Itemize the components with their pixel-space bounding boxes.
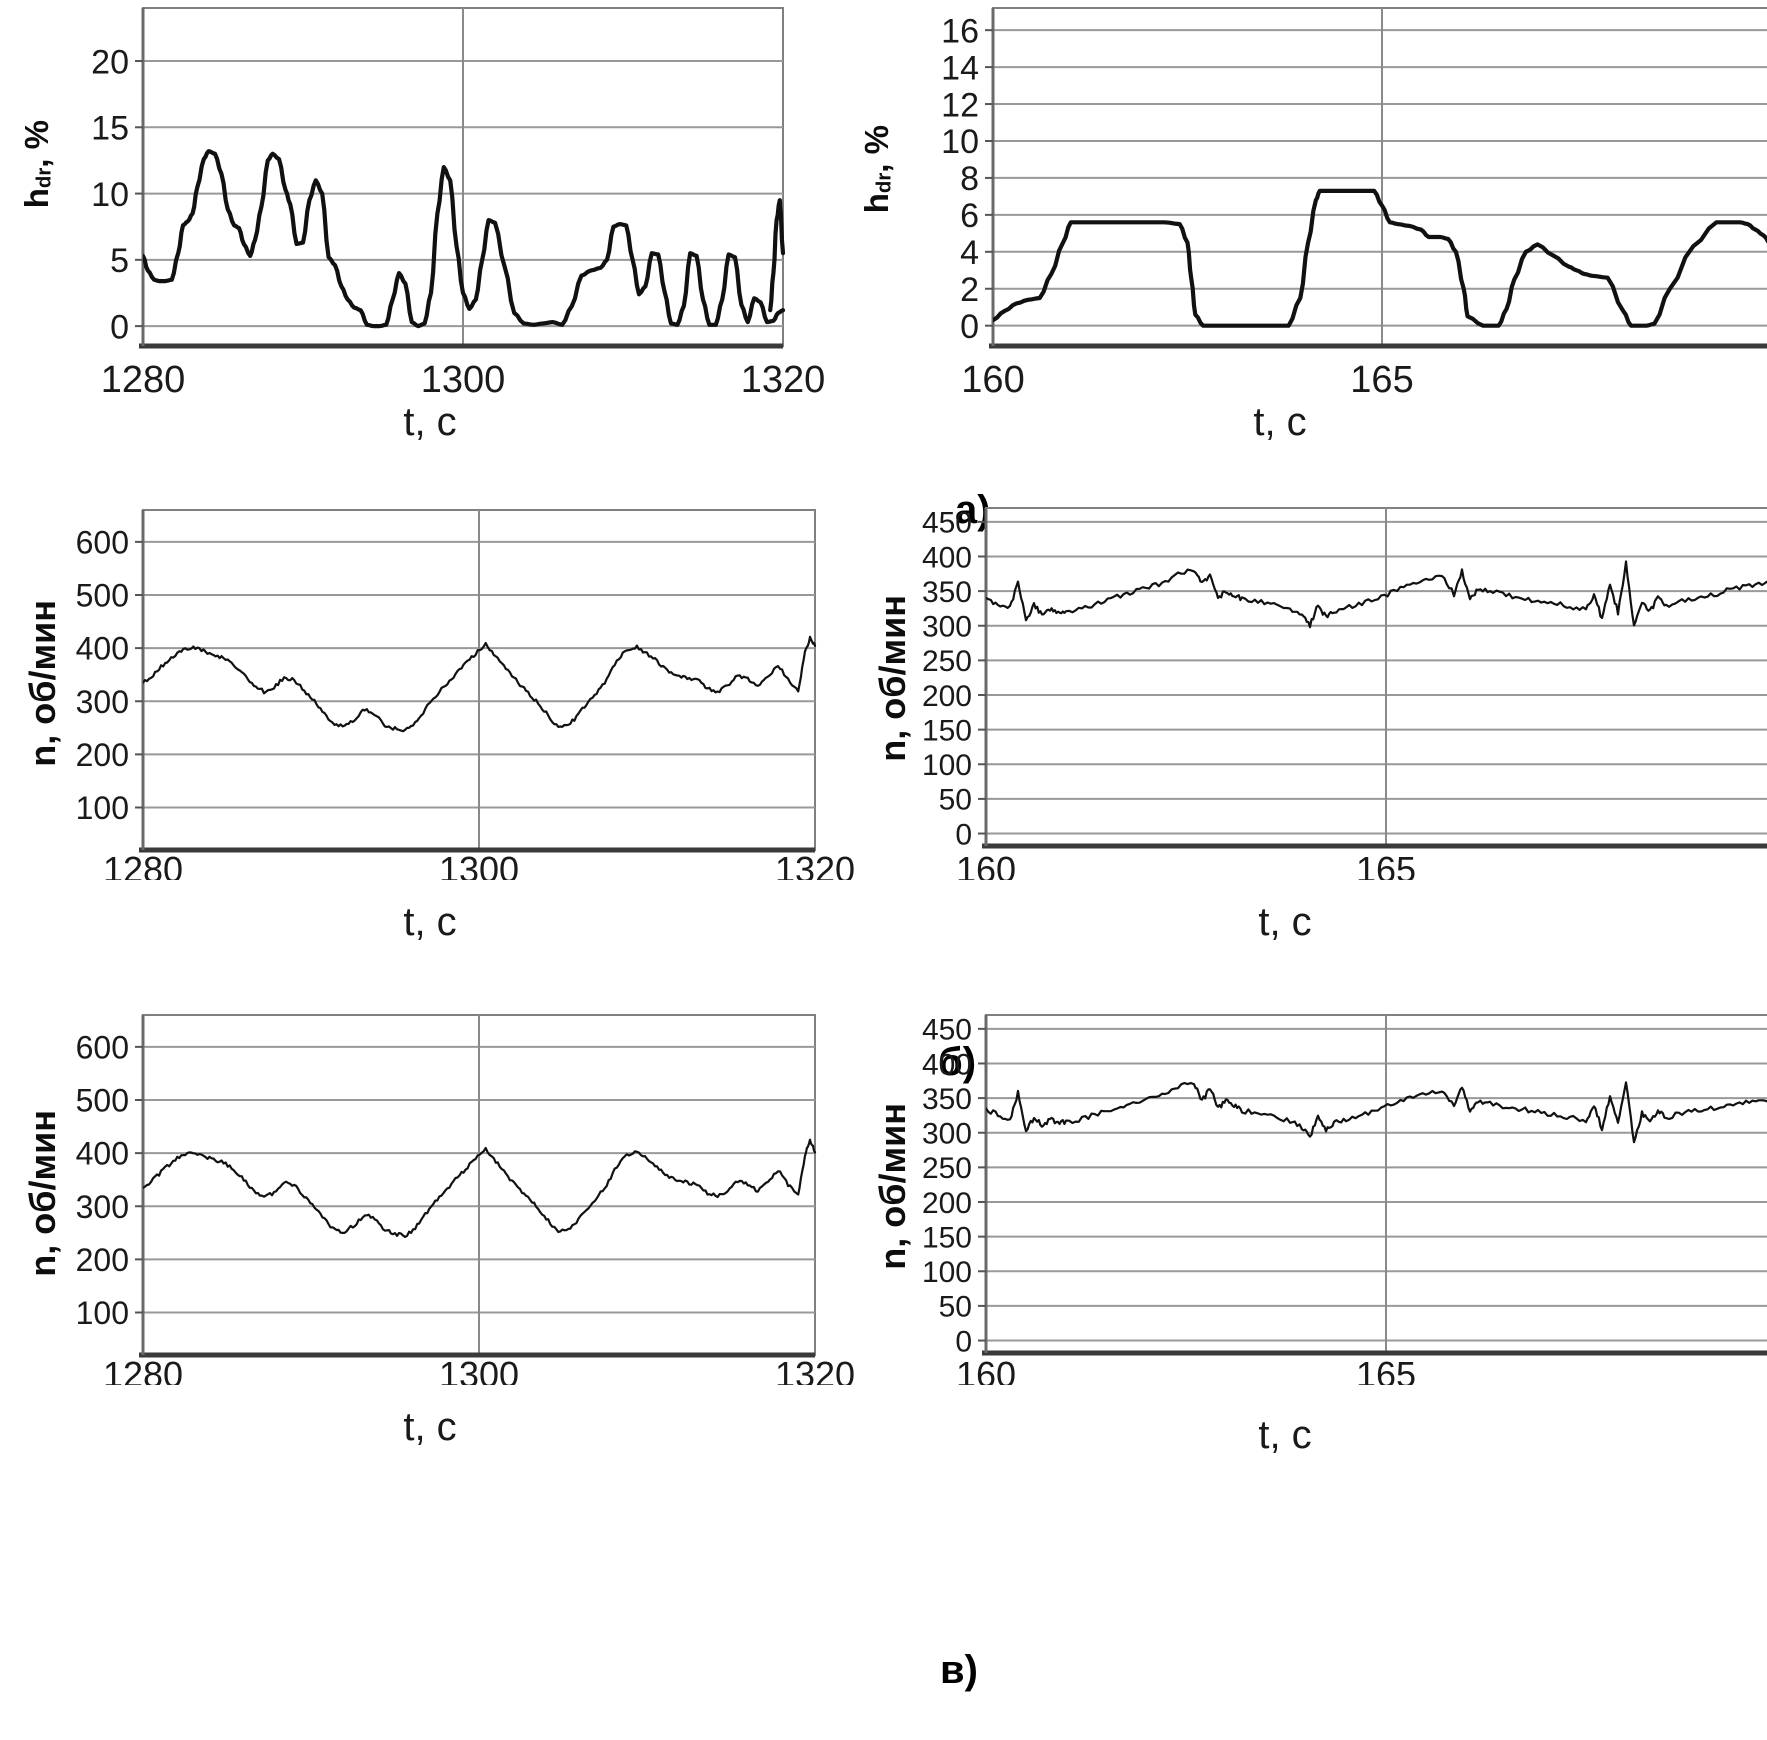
chart-canvas-bottom-left: 100 200 300 400 500 600 1280 1300 1320 (76, 1014, 855, 1385)
svg-text:5: 5 (110, 242, 129, 280)
svg-text:400: 400 (76, 1136, 129, 1172)
svg-text:0: 0 (110, 308, 129, 346)
svg-text:8: 8 (960, 160, 979, 198)
svg-text:100: 100 (922, 1256, 972, 1289)
svg-text:12: 12 (941, 86, 979, 124)
svg-text:1320: 1320 (775, 1354, 855, 1385)
svg-text:10: 10 (941, 123, 979, 161)
svg-text:160: 160 (956, 1354, 1016, 1385)
svg-text:600: 600 (76, 524, 129, 560)
chart-canvas-middle-left: 100 200 300 400 500 600 1280 1300 1320 (76, 509, 855, 880)
svg-text:400: 400 (922, 541, 972, 574)
svg-text:50: 50 (939, 784, 972, 817)
chart-panel-bottom-left: n, об/мин 100 200 300 400 500 600 1280 1300 1320… (0, 985, 880, 1465)
svg-text:500: 500 (76, 578, 129, 614)
svg-text:1320: 1320 (775, 849, 855, 880)
x-axis-label-middle-left: t, c (403, 900, 457, 944)
x-axis-label-bottom-left: t, c (403, 1405, 457, 1449)
svg-text:16: 16 (941, 12, 979, 50)
svg-text:1280: 1280 (103, 1354, 183, 1385)
svg-text:160: 160 (961, 359, 1024, 400)
svg-text:400: 400 (76, 631, 129, 667)
svg-text:200: 200 (922, 680, 972, 713)
svg-text:350: 350 (922, 576, 972, 609)
svg-text:6: 6 (960, 197, 979, 235)
svg-text:160: 160 (956, 849, 1016, 880)
svg-text:1300: 1300 (439, 1354, 519, 1385)
chart-canvas-bottom-right: 050100150200250300350400450160165170 (922, 1014, 1767, 1385)
chart-panel-middle-right: n, об/мин 0 50 100 150 200 250 300 350 400 450 160… (840, 480, 1767, 950)
chart-panel-bottom-right: n, об/мин 0 50 100 150 200 250 300 350 400 450 160… (840, 985, 1767, 1465)
chart-panel-middle-left: n, об/мин 100 200 300 400 500 600 1280 1300 1320… (0, 480, 880, 950)
svg-text:14: 14 (941, 49, 979, 87)
svg-text:0: 0 (955, 818, 972, 851)
svg-text:100: 100 (76, 790, 129, 826)
svg-text:600: 600 (76, 1029, 129, 1065)
x-axis-label-top-right: t, c (1253, 400, 1307, 444)
svg-text:450: 450 (922, 1014, 972, 1047)
x-axis-label-top-left: t, c (403, 400, 457, 444)
svg-text:300: 300 (922, 611, 972, 644)
panel-letter-b: б) (938, 1040, 977, 1084)
svg-text:15: 15 (91, 110, 129, 148)
chart-canvas-top-left: 0 5 10 15 20 1280 1300 1320 (91, 7, 826, 400)
svg-text:165: 165 (1356, 849, 1416, 880)
svg-text:200: 200 (922, 1187, 972, 1220)
chart-panel-top-right: hdr, % 0246810121416160165170 t, c (840, 0, 1767, 460)
svg-text:200: 200 (76, 737, 129, 773)
svg-text:100: 100 (76, 1295, 129, 1331)
svg-text:250: 250 (922, 645, 972, 678)
svg-text:250: 250 (922, 1152, 972, 1185)
svg-text:100: 100 (922, 749, 972, 782)
svg-text:1300: 1300 (421, 359, 506, 400)
svg-text:500: 500 (76, 1083, 129, 1119)
svg-text:0: 0 (960, 308, 979, 346)
svg-text:4: 4 (960, 234, 979, 272)
svg-text:200: 200 (76, 1242, 129, 1278)
svg-text:450: 450 (922, 507, 972, 540)
chart-canvas-top-right: 0246810121416160165170 (941, 7, 1767, 400)
svg-text:2: 2 (960, 271, 979, 309)
svg-text:0: 0 (955, 1325, 972, 1358)
svg-text:1280: 1280 (103, 849, 183, 880)
svg-text:1320: 1320 (741, 359, 826, 400)
svg-text:300: 300 (76, 684, 129, 720)
svg-text:300: 300 (76, 1189, 129, 1225)
svg-text:50: 50 (939, 1291, 972, 1324)
svg-text:20: 20 (91, 43, 129, 81)
panel-letter-v: в) (940, 1648, 978, 1692)
chart-canvas-middle-right: 050100150200250300350400450160165170 (922, 507, 1767, 880)
svg-text:150: 150 (922, 1221, 972, 1254)
svg-text:150: 150 (922, 714, 972, 747)
svg-text:300: 300 (922, 1118, 972, 1151)
svg-text:165: 165 (1350, 359, 1413, 400)
svg-text:1300: 1300 (439, 849, 519, 880)
svg-text:400: 400 (922, 1048, 972, 1081)
x-axis-label-middle-right: t, c (1258, 900, 1312, 944)
x-axis-label-bottom-right: t, c (1258, 1413, 1312, 1457)
svg-text:165: 165 (1356, 1354, 1416, 1385)
chart-panel-top-left: hdr, % 0 5 10 15 20 1280 1300 1320 t, c (0, 0, 880, 460)
svg-text:350: 350 (922, 1083, 972, 1116)
svg-text:1280: 1280 (101, 359, 186, 400)
svg-text:10: 10 (91, 176, 129, 214)
